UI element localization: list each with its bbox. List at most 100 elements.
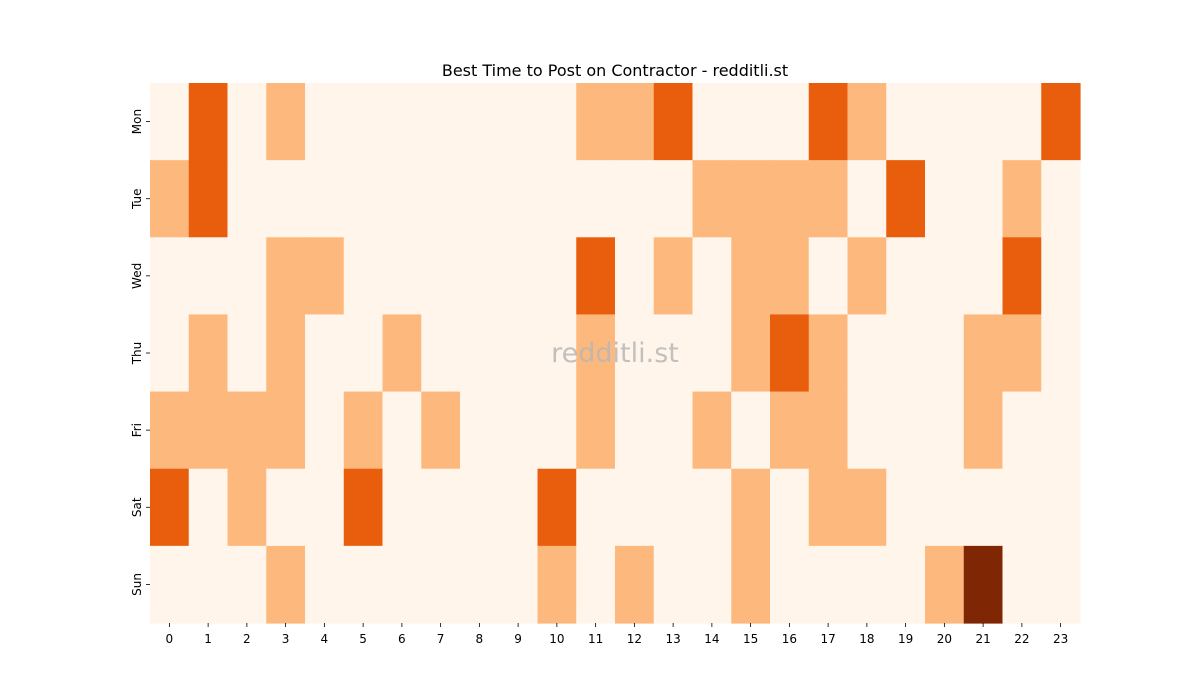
heatmap-cell-fri-6 xyxy=(382,391,422,470)
heatmap-cell-mon-8 xyxy=(460,83,500,161)
watermark: redditli.st xyxy=(551,338,679,369)
heatmap-cell-thu-11 xyxy=(576,314,616,393)
heatmap-cell-tue-11 xyxy=(576,160,616,238)
heatmap-cell-wed-10 xyxy=(537,237,577,316)
x-tick-label: 5 xyxy=(359,632,367,646)
heatmap-cell-mon-15 xyxy=(731,83,771,161)
heatmap-cell-fri-10 xyxy=(537,391,577,470)
heatmap-cell-sun-9 xyxy=(498,545,539,624)
heatmap-cell-tue-3 xyxy=(266,160,306,238)
heatmap-cell-sun-7 xyxy=(421,545,461,624)
heatmap-cell-sun-11 xyxy=(576,545,616,624)
heatmap-cell-sat-5 xyxy=(343,468,384,547)
heatmap-cell-mon-18 xyxy=(847,83,887,161)
x-tick-label: 4 xyxy=(321,632,329,646)
heatmap-cell-thu-10 xyxy=(537,314,577,393)
x-tick-label: 3 xyxy=(282,632,290,646)
heatmap-cell-sun-15 xyxy=(731,545,771,624)
heatmap-cell-tue-5 xyxy=(343,160,384,238)
heatmap-cell-mon-5 xyxy=(343,83,384,161)
heatmap-cell-mon-6 xyxy=(382,83,422,161)
heatmap-cell-thu-0 xyxy=(150,314,190,393)
heatmap-cell-fri-2 xyxy=(227,391,267,470)
heatmap-cell-mon-11 xyxy=(576,83,616,161)
heatmap-cell-mon-3 xyxy=(266,83,306,161)
y-tick-label: Fri xyxy=(130,423,144,437)
heatmap-cell-thu-21 xyxy=(963,314,1004,393)
heatmap-cell-tue-20 xyxy=(925,160,965,238)
heatmap-cells xyxy=(150,83,1081,624)
heatmap-cell-sat-18 xyxy=(847,468,887,547)
y-tick-label: Sat xyxy=(130,497,144,517)
x-tick-label: 6 xyxy=(398,632,406,646)
heatmap-cell-thu-19 xyxy=(886,314,926,393)
x-tick-label: 18 xyxy=(859,632,874,646)
heatmap-cell-wed-13 xyxy=(653,237,694,316)
x-tick-label: 2 xyxy=(243,632,251,646)
x-tick-label: 20 xyxy=(937,632,952,646)
heatmap-cell-tue-2 xyxy=(227,160,267,238)
heatmap-cell-sun-3 xyxy=(266,545,306,624)
heatmap-cell-wed-15 xyxy=(731,237,771,316)
heatmap-cell-thu-16 xyxy=(770,314,810,393)
heatmap-cell-wed-21 xyxy=(963,237,1004,316)
heatmap-cell-mon-1 xyxy=(188,83,229,161)
x-tick-label: 13 xyxy=(665,632,680,646)
heatmap-cell-thu-12 xyxy=(615,314,655,393)
heatmap-cell-tue-18 xyxy=(847,160,887,238)
heatmap-cell-wed-22 xyxy=(1002,237,1042,316)
heatmap-cell-thu-8 xyxy=(460,314,500,393)
heatmap-cell-sat-22 xyxy=(1002,468,1042,547)
x-tick-label: 15 xyxy=(743,632,758,646)
heatmap-cell-mon-9 xyxy=(498,83,539,161)
heatmap-cell-wed-11 xyxy=(576,237,616,316)
heatmap-cell-wed-18 xyxy=(847,237,887,316)
heatmap-cell-sun-18 xyxy=(847,545,887,624)
heatmap-cell-wed-16 xyxy=(770,237,810,316)
heatmap-cell-sun-6 xyxy=(382,545,422,624)
heatmap-cell-fri-15 xyxy=(731,391,771,470)
x-tick-label: 0 xyxy=(166,632,174,646)
heatmap-cell-tue-1 xyxy=(188,160,229,238)
heatmap-cell-thu-18 xyxy=(847,314,887,393)
heatmap-cell-sun-13 xyxy=(653,545,694,624)
heatmap-cell-sun-23 xyxy=(1041,545,1081,624)
y-tick-label: Tue xyxy=(130,188,144,210)
heatmap-cell-sun-20 xyxy=(925,545,965,624)
heatmap-cell-tue-9 xyxy=(498,160,539,238)
heatmap-cell-sat-4 xyxy=(305,468,345,547)
x-tick-label: 1 xyxy=(204,632,212,646)
heatmap-cell-thu-17 xyxy=(808,314,849,393)
heatmap-cell-fri-16 xyxy=(770,391,810,470)
heatmap-cell-sat-12 xyxy=(615,468,655,547)
heatmap-cell-fri-11 xyxy=(576,391,616,470)
heatmap-cell-mon-12 xyxy=(615,83,655,161)
heatmap-cell-sun-21 xyxy=(963,545,1004,624)
y-axis: Mon Tue Wed Thu Fri Sat Sun xyxy=(130,109,150,596)
heatmap-cell-tue-19 xyxy=(886,160,926,238)
heatmap-cell-mon-21 xyxy=(963,83,1004,161)
x-tick-label: 19 xyxy=(898,632,913,646)
heatmap-cell-sat-2 xyxy=(227,468,267,547)
heatmap-cell-sun-14 xyxy=(692,545,732,624)
x-tick-label: 14 xyxy=(704,632,719,646)
heatmap-cell-wed-0 xyxy=(150,237,190,316)
heatmap-cell-tue-22 xyxy=(1002,160,1042,238)
x-tick-label: 17 xyxy=(820,632,835,646)
heatmap-cell-tue-8 xyxy=(460,160,500,238)
heatmap-cell-tue-13 xyxy=(653,160,694,238)
heatmap-cell-thu-7 xyxy=(421,314,461,393)
heatmap-cell-sat-20 xyxy=(925,468,965,547)
heatmap-cell-sat-7 xyxy=(421,468,461,547)
heatmap-cell-sun-8 xyxy=(460,545,500,624)
heatmap-cell-tue-0 xyxy=(150,160,190,238)
heatmap-cell-sun-5 xyxy=(343,545,384,624)
x-tick-label: 12 xyxy=(627,632,642,646)
x-tick-label: 22 xyxy=(1014,632,1029,646)
heatmap-cell-sat-8 xyxy=(460,468,500,547)
heatmap-cell-thu-14 xyxy=(692,314,732,393)
y-tick-label: Wed xyxy=(130,263,144,289)
heatmap-cell-sun-1 xyxy=(188,545,229,624)
heatmap-cell-sat-16 xyxy=(770,468,810,547)
x-tick-label: 9 xyxy=(514,632,522,646)
